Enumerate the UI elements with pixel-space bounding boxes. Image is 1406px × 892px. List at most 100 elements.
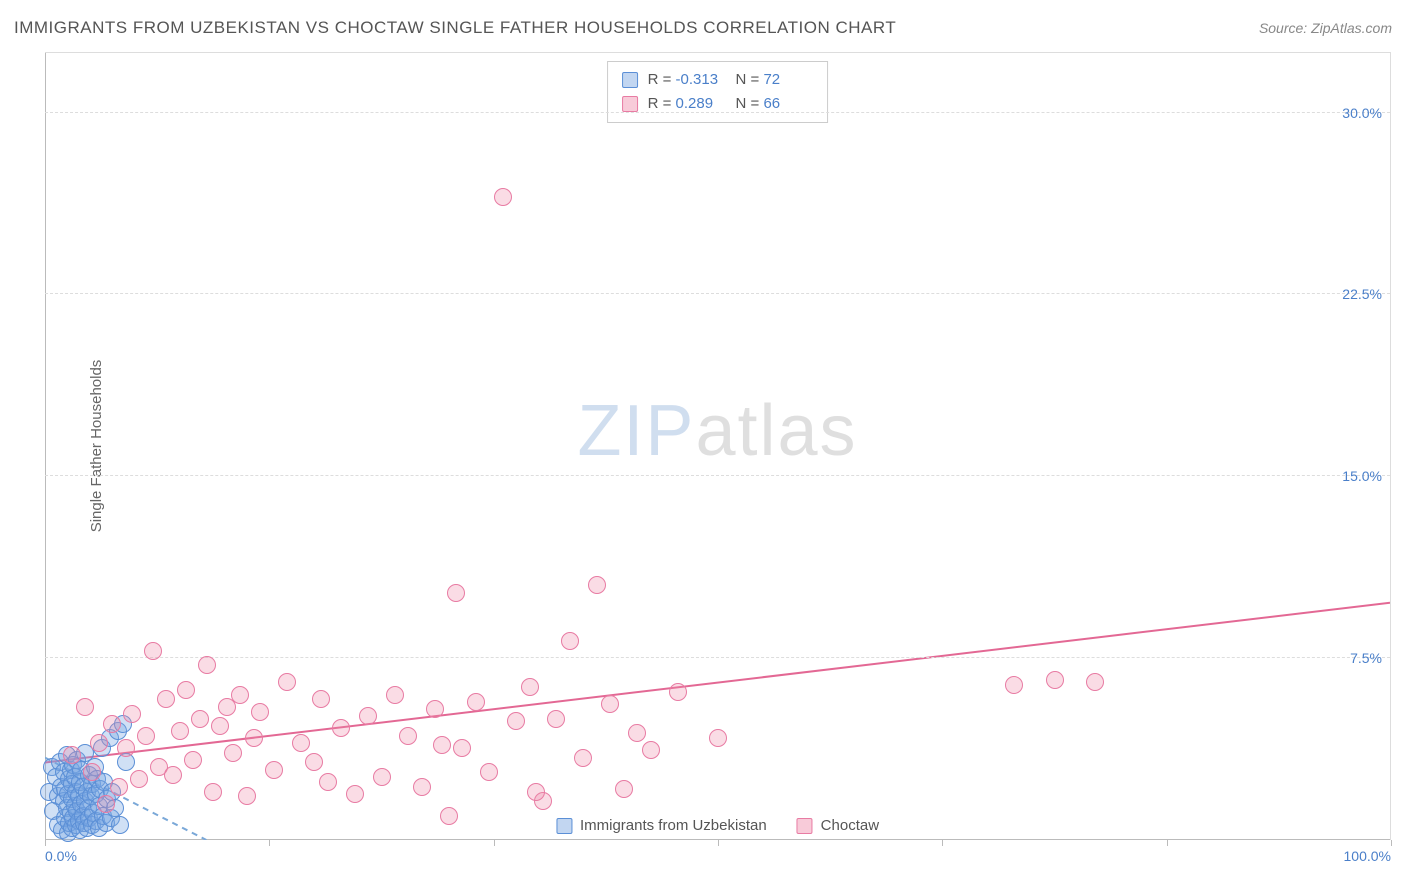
scatter-point <box>110 778 128 796</box>
correlation-stats-box: R = -0.313 N = 72 R = 0.289 N = 66 <box>607 61 829 123</box>
scatter-point <box>480 763 498 781</box>
scatter-point <box>574 749 592 767</box>
scatter-point <box>447 584 465 602</box>
scatter-point <box>177 681 195 699</box>
y-tick-label: 7.5% <box>1350 650 1382 666</box>
source-attribution: Source: ZipAtlas.com <box>1259 20 1392 36</box>
scatter-point <box>426 700 444 718</box>
x-tick-mark <box>1391 840 1392 846</box>
watermark-part1: ZIP <box>577 391 695 471</box>
x-tick-mark <box>1167 840 1168 846</box>
x-tick-mark <box>45 840 46 846</box>
r-label: R = <box>648 95 672 112</box>
scatter-point <box>90 734 108 752</box>
trend-lines-layer <box>45 53 1390 840</box>
gridline-horizontal <box>45 475 1390 476</box>
r-value-series-1: -0.313 <box>676 68 726 92</box>
gridline-horizontal <box>45 293 1390 294</box>
scatter-point <box>615 780 633 798</box>
n-label: N = <box>736 71 760 88</box>
legend-item-series-1: Immigrants from Uzbekistan <box>556 817 767 834</box>
y-tick-label: 30.0% <box>1342 105 1382 121</box>
scatter-point <box>467 693 485 711</box>
gridline-horizontal <box>45 112 1390 113</box>
scatter-point <box>1046 671 1064 689</box>
chart-title: IMMIGRANTS FROM UZBEKISTAN VS CHOCTAW SI… <box>14 18 896 38</box>
scatter-point <box>386 686 404 704</box>
scatter-point <box>359 707 377 725</box>
legend-label-series-1: Immigrants from Uzbekistan <box>580 817 767 834</box>
scatter-point <box>305 753 323 771</box>
scatter-point <box>521 678 539 696</box>
scatter-point <box>507 712 525 730</box>
scatter-point <box>184 751 202 769</box>
scatter-point <box>292 734 310 752</box>
scatter-point <box>399 727 417 745</box>
scatter-point <box>527 783 545 801</box>
y-axis-line <box>45 53 46 840</box>
scatter-point <box>642 741 660 759</box>
y-tick-label: 15.0% <box>1342 468 1382 484</box>
scatter-point <box>312 690 330 708</box>
scatter-point <box>144 642 162 660</box>
scatter-point <box>157 690 175 708</box>
scatter-point <box>433 736 451 754</box>
watermark-part2: atlas <box>695 391 857 471</box>
scatter-point <box>97 795 115 813</box>
bottom-legend: Immigrants from Uzbekistan Choctaw <box>548 815 887 836</box>
scatter-point <box>453 739 471 757</box>
x-tick-label: 100.0% <box>1344 848 1391 864</box>
scatter-point <box>211 717 229 735</box>
legend-swatch-series-1 <box>556 818 572 834</box>
scatter-plot-area: ZIPatlas R = -0.313 N = 72 R = 0.289 N =… <box>45 52 1391 840</box>
scatter-point <box>494 188 512 206</box>
scatter-point <box>238 787 256 805</box>
scatter-point <box>83 763 101 781</box>
scatter-point <box>171 722 189 740</box>
x-tick-mark <box>942 840 943 846</box>
stats-row-series-1: R = -0.313 N = 72 <box>622 68 814 92</box>
n-value-series-1: 72 <box>763 68 813 92</box>
scatter-point <box>231 686 249 704</box>
scatter-point <box>117 739 135 757</box>
scatter-point <box>1005 676 1023 694</box>
scatter-point <box>373 768 391 786</box>
scatter-point <box>63 746 81 764</box>
scatter-point <box>245 729 263 747</box>
scatter-point <box>224 744 242 762</box>
y-tick-label: 22.5% <box>1342 286 1382 302</box>
scatter-point <box>628 724 646 742</box>
gridline-horizontal <box>45 657 1390 658</box>
scatter-point <box>669 683 687 701</box>
swatch-series-1 <box>622 72 638 88</box>
scatter-point <box>1086 673 1104 691</box>
scatter-point <box>547 710 565 728</box>
scatter-point <box>130 770 148 788</box>
scatter-point <box>137 727 155 745</box>
x-tick-mark <box>269 840 270 846</box>
scatter-point <box>278 673 296 691</box>
scatter-point <box>319 773 337 791</box>
legend-swatch-series-2 <box>797 818 813 834</box>
scatter-point <box>103 715 121 733</box>
scatter-point <box>111 816 129 834</box>
x-tick-label: 0.0% <box>45 848 77 864</box>
scatter-point <box>198 656 216 674</box>
swatch-series-2 <box>622 96 638 112</box>
scatter-point <box>123 705 141 723</box>
scatter-point <box>413 778 431 796</box>
scatter-point <box>265 761 283 779</box>
x-tick-mark <box>494 840 495 846</box>
scatter-point <box>332 719 350 737</box>
scatter-point <box>251 703 269 721</box>
scatter-point <box>709 729 727 747</box>
legend-item-series-2: Choctaw <box>797 817 879 834</box>
n-label: N = <box>736 95 760 112</box>
scatter-point <box>561 632 579 650</box>
legend-label-series-2: Choctaw <box>821 817 879 834</box>
scatter-point <box>601 695 619 713</box>
watermark: ZIPatlas <box>577 390 857 472</box>
scatter-point <box>588 576 606 594</box>
scatter-point <box>440 807 458 825</box>
scatter-point <box>204 783 222 801</box>
